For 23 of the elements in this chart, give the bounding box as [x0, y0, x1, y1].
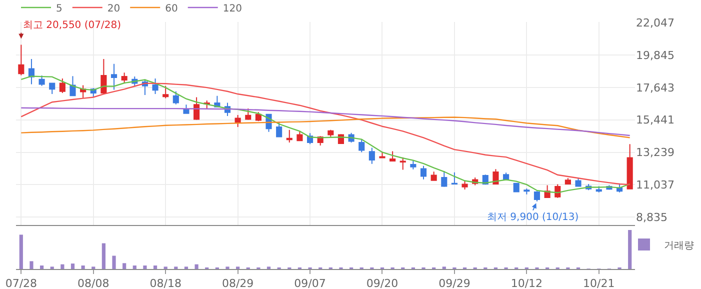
legend-label: 120 [222, 3, 242, 14]
x-tick-label: 08/18 [150, 277, 182, 289]
x-tick-label: 08/08 [78, 277, 110, 289]
x-tick-label: 07/28 [5, 277, 38, 289]
annotation: 최고 20,550 (07/28) [23, 20, 122, 31]
y-tick-label: 13,239 [636, 146, 674, 160]
x-tick-label: 10/12 [510, 277, 543, 289]
y-tick-label: 22,047 [636, 16, 674, 30]
x-tick-label: 09/29 [438, 277, 470, 289]
annotation: 최저 9,900 (10/13) [487, 212, 579, 223]
x-tick-label: 09/07 [294, 277, 326, 289]
x-tick-label: 10/21 [583, 277, 615, 289]
legend-label: 거래량 [664, 240, 694, 252]
y-tick-label: 8,835 [636, 210, 668, 224]
legend-label: 20 [107, 3, 120, 14]
y-tick-label: 17,643 [636, 81, 674, 94]
y-tick-label: 11,037 [636, 178, 674, 192]
legend-label: 5 [56, 3, 62, 14]
legend-label: 60 [165, 3, 178, 14]
x-tick-label: 09/20 [366, 277, 398, 289]
y-tick-label: 19,845 [636, 49, 674, 62]
x-tick-label: 08/29 [222, 277, 254, 289]
y-tick-label: 15,441 [636, 114, 674, 127]
